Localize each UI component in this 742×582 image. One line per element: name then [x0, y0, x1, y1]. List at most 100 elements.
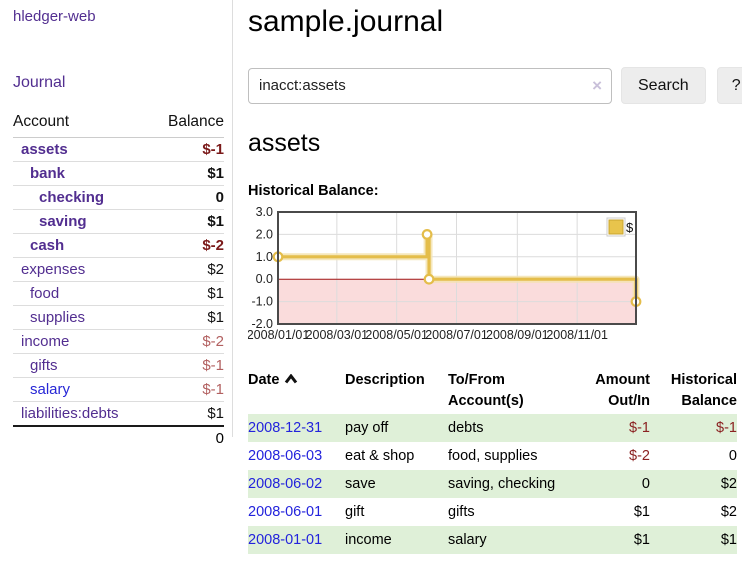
- svg-text:2008/07/01: 2008/07/01: [425, 328, 488, 342]
- account-balance: $1: [151, 306, 224, 330]
- account-link-income[interactable]: income: [21, 333, 69, 350]
- account-link-expenses[interactable]: expenses: [21, 261, 85, 278]
- transaction-row: 2008-01-01incomesalary$1$1: [248, 526, 737, 554]
- svg-text:1.0: 1.0: [256, 250, 273, 264]
- account-row-bank: bank $1: [13, 162, 224, 186]
- register-table: Date Description To/From Account(s) Amou…: [248, 368, 737, 554]
- account-link-salary[interactable]: salary: [30, 381, 70, 398]
- search-button[interactable]: Search: [621, 67, 706, 104]
- main-panel: sample.journal × Search ? assets Histori…: [248, 0, 742, 554]
- transaction-row: 2008-12-31pay offdebts$-1$-1: [248, 414, 737, 442]
- account-balance: $-2: [151, 330, 224, 354]
- chart-title: Historical Balance:: [248, 183, 742, 199]
- svg-text:2.0: 2.0: [256, 227, 273, 241]
- chart-svg: 2008/01/012008/03/012008/05/012008/07/01…: [248, 206, 648, 348]
- sort-ascending-icon: [284, 370, 298, 391]
- register-header-account: To/From Account(s): [448, 368, 568, 414]
- transaction-description: eat & shop: [345, 442, 448, 470]
- transaction-row: 2008-06-02 savesaving, checking0$2: [248, 470, 737, 498]
- transaction-balance: $2: [650, 498, 737, 526]
- svg-text:2008/05/01: 2008/05/01: [365, 328, 428, 342]
- account-link-assets[interactable]: assets: [21, 141, 68, 158]
- svg-text:2008/11/01: 2008/11/01: [546, 328, 608, 342]
- transaction-row: 2008-06-01 giftgifts$1$2: [248, 498, 737, 526]
- account-row-expenses: expenses $2: [13, 258, 224, 282]
- account-balance: $1: [151, 402, 224, 427]
- account-link-food[interactable]: food: [30, 285, 59, 302]
- transaction-date-link[interactable]: 2008-12-31: [248, 420, 322, 436]
- transaction-amount: 0: [568, 470, 650, 498]
- svg-text:$: $: [626, 220, 634, 235]
- transaction-amount: $-1: [568, 414, 650, 442]
- search-input[interactable]: [248, 68, 612, 104]
- help-button[interactable]: ?: [717, 67, 742, 104]
- register-header-amount: Amount Out/In: [568, 368, 650, 414]
- account-balance: $1: [151, 210, 224, 234]
- transaction-description: pay off: [345, 414, 448, 442]
- transaction-amount: $1: [568, 498, 650, 526]
- transaction-accounts: food, supplies: [448, 442, 568, 470]
- transaction-amount: $1: [568, 526, 650, 554]
- transaction-description: save: [345, 470, 448, 498]
- account-balance: $-1: [151, 354, 224, 378]
- page-title: sample.journal: [248, 4, 742, 40]
- accounts-header-balance: Balance: [151, 111, 224, 138]
- transaction-row: 2008-06-03 eat & shopfood, supplies$-20: [248, 442, 737, 470]
- account-balance: 0: [151, 186, 224, 210]
- transaction-balance: $2: [650, 470, 737, 498]
- transaction-balance: $1: [650, 526, 737, 554]
- accounts-header-account: Account: [13, 111, 151, 138]
- account-link-supplies[interactable]: supplies: [30, 309, 85, 326]
- transaction-accounts: saving, checking: [448, 470, 568, 498]
- transaction-accounts: salary: [448, 526, 568, 554]
- svg-text:0.0: 0.0: [256, 272, 273, 286]
- account-link-cash[interactable]: cash: [30, 237, 64, 254]
- sidebar-item-journal[interactable]: Journal: [13, 74, 224, 92]
- account-row-gifts: gifts $-1: [13, 354, 224, 378]
- transaction-balance: 0: [650, 442, 737, 470]
- transaction-balance: $-1: [650, 414, 737, 442]
- search-bar: × Search ?: [248, 67, 742, 104]
- account-row-salary: salary $-1: [13, 378, 224, 402]
- transaction-date-link[interactable]: 2008-06-01: [248, 504, 322, 520]
- transaction-accounts: debts: [448, 414, 568, 442]
- account-balance: $-2: [151, 234, 224, 258]
- historical-balance-chart: 2008/01/012008/03/012008/05/012008/07/01…: [248, 206, 742, 353]
- register-header-date[interactable]: Date: [248, 368, 345, 414]
- account-row-food: food $1: [13, 282, 224, 306]
- account-link-bank[interactable]: bank: [30, 165, 65, 182]
- transaction-description: gift: [345, 498, 448, 526]
- transaction-date-link[interactable]: 2008-06-03: [248, 448, 322, 464]
- account-heading: assets: [248, 129, 742, 158]
- svg-text:-2.0: -2.0: [251, 317, 273, 331]
- sidebar: hledger-web Journal Account Balance asse…: [0, 0, 233, 437]
- svg-text:2008/09/01: 2008/09/01: [486, 328, 549, 342]
- account-balance: $2: [151, 258, 224, 282]
- register-header-row: Date Description To/From Account(s) Amou…: [248, 368, 737, 414]
- account-row-cash: cash $-2: [13, 234, 224, 258]
- account-balance: $-1: [151, 138, 224, 162]
- transaction-date-link[interactable]: 2008-06-02: [248, 476, 322, 492]
- account-link-saving[interactable]: saving: [39, 213, 87, 230]
- account-row-supplies: supplies $1: [13, 306, 224, 330]
- accounts-total-row: 0: [13, 426, 224, 450]
- account-link-liabilities-debts[interactable]: liabilities:debts: [21, 405, 119, 422]
- transaction-accounts: gifts: [448, 498, 568, 526]
- svg-text:2008/03/01: 2008/03/01: [306, 328, 369, 342]
- accounts-total-value: 0: [13, 426, 224, 450]
- account-link-checking[interactable]: checking: [39, 189, 104, 206]
- app-brand-link[interactable]: hledger-web: [13, 8, 224, 25]
- svg-text:-1.0: -1.0: [251, 295, 273, 309]
- transaction-date-link[interactable]: 2008-01-01: [248, 532, 322, 548]
- transaction-amount: $-2: [568, 442, 650, 470]
- account-balance: $1: [151, 282, 224, 306]
- account-row-checking: checking 0: [13, 186, 224, 210]
- register-header-description: Description: [345, 368, 448, 414]
- account-balance: $-1: [151, 378, 224, 402]
- account-balance: $1: [151, 162, 224, 186]
- account-row-liabilities-debts: liabilities:debts $1: [13, 402, 224, 427]
- clear-search-icon[interactable]: ×: [592, 76, 602, 96]
- account-row-income: income $-2: [13, 330, 224, 354]
- accounts-table: Account Balance assets $-1 bank $1 checking 0…: [13, 111, 224, 450]
- account-link-gifts[interactable]: gifts: [30, 357, 58, 374]
